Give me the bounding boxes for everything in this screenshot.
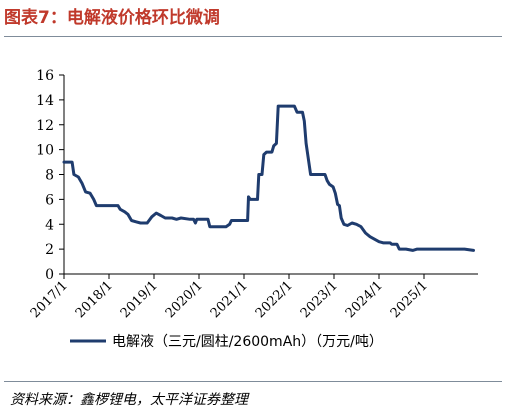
x-tick-label: 2023/1: [298, 278, 341, 321]
x-tick-label: 2025/1: [388, 278, 431, 321]
title-divider: [4, 36, 502, 37]
y-tick-label: 8: [45, 168, 54, 184]
x-tick-label: 2018/1: [73, 278, 116, 321]
x-tick-label: 2021/1: [208, 278, 251, 321]
y-tick-label: 6: [45, 192, 54, 208]
y-tick-label: 12: [36, 118, 54, 134]
x-tick-label: 2020/1: [163, 278, 206, 321]
y-tick-label: 10: [36, 143, 54, 159]
source-divider: [4, 381, 502, 382]
legend-label: 电解液（三元/圆柱/2600mAh）（万元/吨）: [112, 334, 383, 350]
chart-legend: 电解液（三元/圆柱/2600mAh）（万元/吨）: [70, 334, 383, 350]
x-tick-label: 2024/1: [343, 278, 386, 321]
x-tick-label: 2019/1: [118, 278, 161, 321]
page-title: 图表7：电解液价格环比微调: [4, 8, 220, 28]
source-note: 资料来源：鑫椤锂电，太平洋证券整理: [10, 392, 248, 408]
x-tick-label: 2017/1: [28, 278, 71, 321]
chart-series: [62, 104, 475, 252]
chart-axes: [63, 75, 478, 275]
series-line-0: [62, 104, 475, 252]
y-axis-ticks: 0 2 4 6 8 10 12 14 16: [36, 68, 64, 283]
y-tick-label: 14: [36, 93, 54, 109]
y-tick-label: 0: [45, 267, 54, 283]
x-tick-label: 2022/1: [253, 278, 296, 321]
x-axis-ticks: 2017/1 2018/1 2019/1 2020/1 2021/1 2022/1 2023…: [28, 274, 431, 321]
y-tick-label: 4: [45, 217, 54, 233]
y-tick-label: 2: [45, 242, 54, 258]
y-tick-label: 16: [36, 68, 54, 84]
